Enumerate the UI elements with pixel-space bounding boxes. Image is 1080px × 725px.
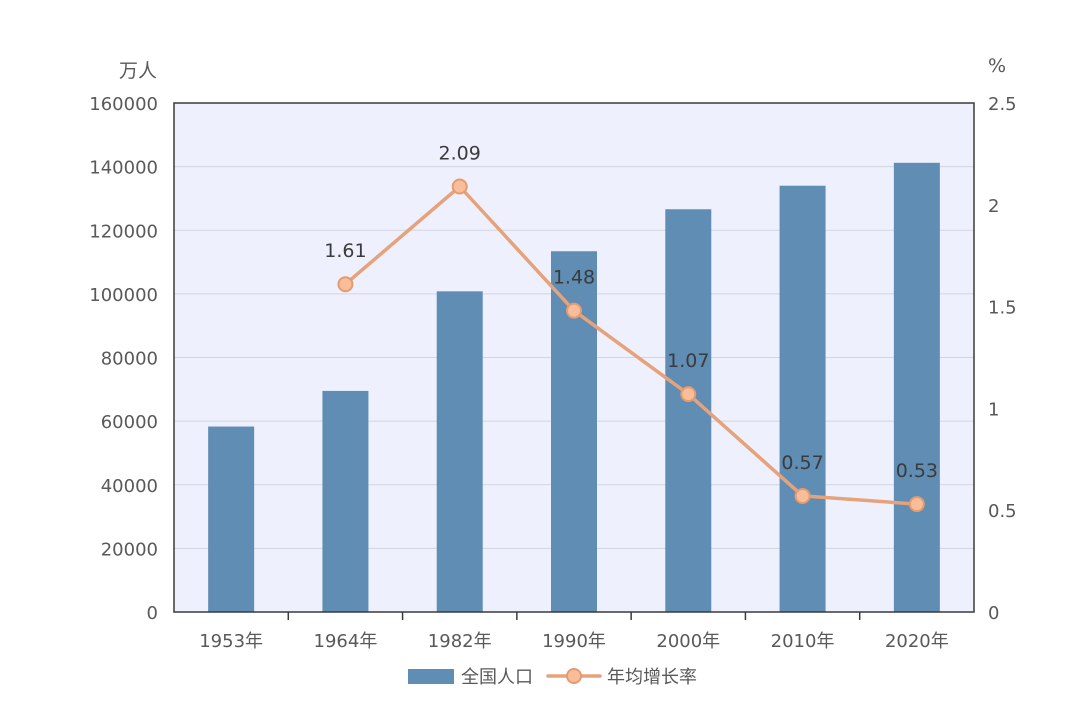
right-axis-tick-label: 1 (988, 399, 999, 420)
x-axis-tick-label: 1982年 (428, 631, 492, 652)
population-bar (436, 291, 483, 612)
population-bar (893, 162, 940, 612)
growth-rate-point (566, 302, 582, 319)
x-axis-tick-label: 2020年 (885, 631, 949, 652)
legend-label-population: 全国人口 (461, 667, 533, 688)
x-axis-ticks (287, 612, 861, 620)
population-bar-series (208, 162, 940, 612)
x-axis-tick-label: 1964年 (314, 631, 378, 652)
legend: 全国人口 年均增长率 (408, 667, 697, 688)
legend-item-growth-rate: 年均增长率 (546, 667, 697, 688)
growth-rate-point (451, 178, 468, 195)
right-axis-tick-label: 0 (988, 603, 999, 624)
right-axis-tick-label: 0.5 (988, 501, 1017, 522)
growth-rate-data-label: 1.07 (667, 350, 709, 372)
growth-rate-point (794, 487, 811, 504)
right-axis-tick-labels: 0 0.5 1 1.5 2 2.5 (988, 94, 1017, 624)
right-axis-tick-label: 1.5 (988, 298, 1017, 319)
growth-rate-data-label: 2.09 (439, 142, 481, 164)
x-axis-tick-labels: 1953年 1964年 1982年 1990年 2000年 2010年 2020年 (199, 631, 949, 652)
left-axis-tick-labels: 0 20000 40000 60000 80000 100000 120000 140000 1… (89, 94, 158, 624)
right-axis-unit: % (988, 55, 1006, 77)
left-axis-tick-label: 140000 (89, 158, 158, 179)
left-axis-tick-label: 80000 (101, 349, 158, 370)
growth-rate-data-label: 0.53 (896, 460, 938, 482)
growth-rate-data-labels: 1.61 2.09 1.48 1.07 0.57 0.53 (324, 142, 938, 482)
growth-rate-data-label: 1.48 (553, 267, 595, 289)
x-axis-tick-label: 1990年 (542, 631, 606, 652)
left-axis-tick-label: 120000 (89, 221, 158, 242)
right-axis-tick-label: 2.5 (988, 94, 1017, 115)
legend-label-growth-rate: 年均增长率 (607, 667, 697, 688)
plot-frame (173, 102, 975, 613)
left-axis-unit: 万人 (119, 60, 157, 82)
x-axis-tick-label: 2010年 (771, 631, 835, 652)
growth-rate-point (680, 386, 697, 403)
growth-rate-point (337, 276, 354, 293)
legend-bar-swatch (408, 669, 454, 684)
right-axis-tick-label: 2 (988, 196, 999, 217)
population-bar (779, 185, 826, 612)
growth-rate-data-label: 0.57 (781, 452, 823, 474)
left-axis-tick-label: 160000 (89, 94, 158, 115)
growth-rate-point (908, 496, 925, 513)
x-axis-tick-label: 1953年 (199, 631, 263, 652)
growth-rate-line-series (337, 178, 925, 513)
left-axis-tick-label: 20000 (101, 539, 158, 560)
left-axis-tick-label: 100000 (89, 285, 158, 306)
legend-item-population: 全国人口 (408, 667, 533, 688)
growth-rate-line (343, 184, 919, 506)
left-axis-tick-label: 60000 (101, 412, 158, 433)
left-axis-tick-label: 40000 (101, 476, 158, 497)
left-axis-tick-label: 0 (147, 603, 158, 624)
growth-rate-data-label: 1.61 (324, 240, 366, 262)
legend-marker-swatch (566, 668, 582, 684)
population-bar (322, 390, 369, 612)
x-axis-tick-label: 2000年 (656, 631, 720, 652)
population-bar (665, 209, 712, 612)
population-bar (208, 426, 255, 612)
